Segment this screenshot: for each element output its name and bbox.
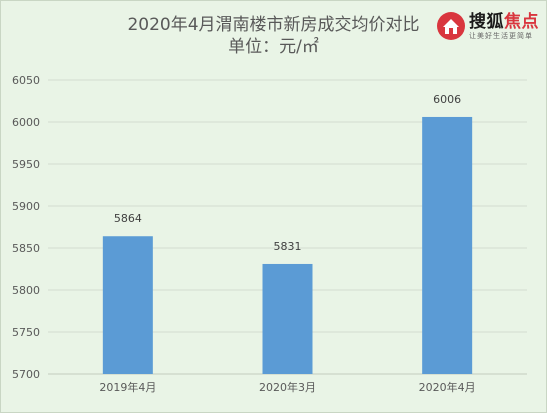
y-tick-label: 6050: [12, 74, 40, 87]
logo-tagline: 让美好生活更简单: [469, 32, 533, 40]
y-tick-label: 5900: [12, 200, 40, 213]
y-tick-label: 5700: [12, 368, 40, 381]
data-label: 5864: [114, 212, 142, 225]
data-label: 5831: [274, 240, 302, 253]
y-tick-label: 6000: [12, 116, 40, 129]
bar: [422, 116, 473, 375]
sohu-focus-logo: 搜狐焦点 让美好生活更简单: [437, 10, 543, 44]
x-tick-label: 2019年4月: [99, 380, 156, 394]
house-icon: [437, 12, 465, 40]
y-tick-label: 5950: [12, 158, 40, 171]
chart-subtitle: 单位：元/㎡: [228, 37, 319, 57]
bar: [102, 236, 153, 374]
data-label: 6006: [433, 93, 461, 106]
logo-wordmark: 搜狐焦点: [469, 12, 539, 32]
y-tick-label: 5750: [12, 326, 40, 339]
x-tick-label: 2020年4月: [419, 380, 476, 394]
y-tick-label: 5800: [12, 284, 40, 297]
y-tick-label: 5850: [12, 242, 40, 255]
bar: [262, 263, 313, 374]
x-tick-label: 2020年3月: [259, 380, 316, 394]
chart-title: 2020年4月渭南楼市新房成交均价对比: [127, 15, 420, 35]
